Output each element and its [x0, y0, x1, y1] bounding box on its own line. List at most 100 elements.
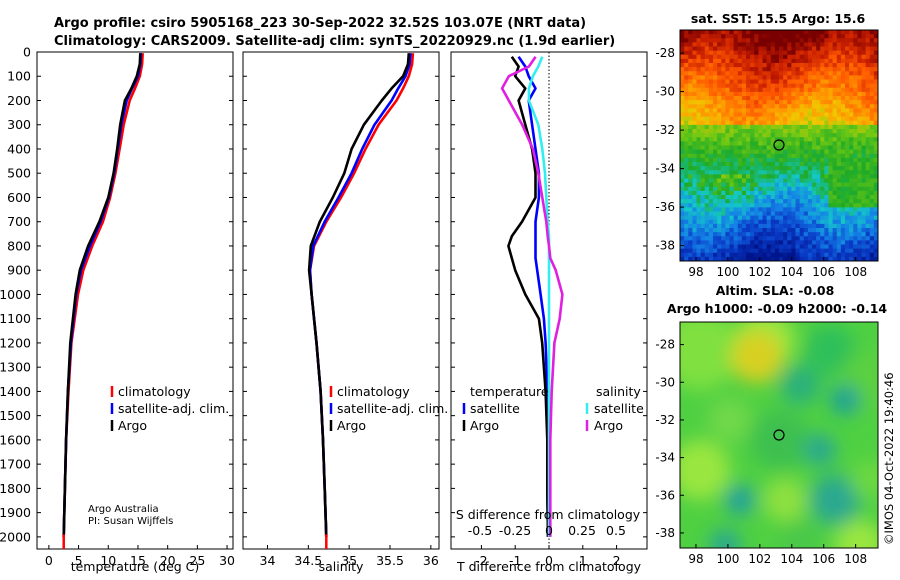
sst-cell — [754, 58, 759, 64]
temperature-x-ticks: 0 5 10 15 20 25 30 — [45, 545, 235, 568]
sst-cell — [873, 133, 879, 138]
sst-cell — [828, 108, 834, 113]
sst-cell — [795, 42, 801, 47]
sst-cell — [729, 137, 735, 142]
sst-cell — [762, 79, 768, 85]
sst-cell — [787, 67, 792, 72]
sla-anomaly-blob — [805, 325, 855, 375]
sst-cell — [853, 228, 858, 233]
sst-cell — [770, 100, 776, 105]
sst-cell — [853, 124, 858, 130]
sst-cell — [828, 170, 834, 175]
sst-cell — [820, 182, 825, 188]
sst-cell — [746, 186, 751, 192]
sst-cell — [795, 248, 801, 254]
sst-cell — [803, 137, 809, 142]
sst-cell — [787, 108, 792, 113]
sst-cell — [692, 186, 697, 192]
sst-cell — [791, 170, 796, 175]
sst-cell — [729, 30, 735, 35]
sst-cell — [865, 129, 871, 134]
sst-cell — [746, 96, 751, 101]
sst-cell — [754, 211, 759, 217]
sst-cell — [717, 219, 722, 225]
sst-cell — [733, 71, 739, 76]
sst-cell — [791, 145, 796, 151]
sst-cell — [869, 178, 875, 184]
sst-cell — [873, 153, 879, 159]
sst-cell — [746, 203, 751, 208]
sst-cell — [857, 170, 862, 175]
sst-cell — [807, 79, 813, 85]
sst-cell — [721, 153, 726, 159]
sst-cell — [783, 219, 788, 225]
sst-cell — [853, 63, 858, 68]
sst-cell — [733, 170, 739, 175]
sst-cell — [737, 174, 743, 179]
sst-cell — [721, 182, 726, 188]
sst-cell — [746, 129, 751, 134]
sst-cell — [836, 87, 842, 93]
sst-cell — [750, 153, 755, 159]
sst-cell — [783, 153, 788, 159]
sst-cell — [869, 157, 875, 163]
sst-cell — [840, 75, 846, 80]
sst-cell — [750, 63, 755, 68]
sst-cell — [857, 190, 862, 196]
sst-cell — [816, 236, 821, 241]
sst-cell — [704, 252, 710, 258]
series-line-temperature-satellite — [517, 56, 550, 537]
legend-label-s-argo: Argo — [594, 418, 623, 433]
sst-cell — [692, 54, 697, 60]
sst-cell — [733, 162, 739, 167]
sst-cell — [762, 219, 768, 225]
sst-cell — [708, 190, 714, 196]
sst-cell — [857, 30, 862, 35]
sst-cell — [766, 157, 772, 163]
sst-cell — [766, 54, 772, 60]
sst-cell — [861, 244, 867, 250]
sst-cell — [733, 96, 739, 101]
sst-cell — [733, 124, 739, 130]
sst-cell — [873, 34, 879, 39]
sst-cell — [865, 137, 871, 142]
sst-cell — [729, 145, 735, 151]
sst-cell — [725, 129, 730, 134]
sst-cell — [713, 83, 718, 89]
sst-cell — [704, 223, 710, 229]
sst-cell — [741, 228, 747, 233]
sst-cell — [758, 228, 763, 233]
sst-cell — [737, 112, 743, 118]
sst-cell — [812, 190, 817, 196]
sst-cell — [688, 108, 693, 113]
sst-cell — [713, 174, 718, 179]
sst-cell — [729, 153, 735, 159]
sst-cell — [803, 120, 809, 126]
sst-cell — [700, 199, 706, 204]
sst-cell — [721, 244, 726, 250]
sst-cell — [762, 157, 768, 163]
sst-cell — [779, 63, 784, 68]
sst-cell — [820, 116, 825, 122]
sst-cell — [704, 58, 710, 64]
sst-cell — [741, 112, 747, 118]
sst-cell — [832, 50, 838, 56]
sst-cell — [869, 54, 875, 60]
salinity-series — [307, 53, 415, 549]
sst-cell — [787, 141, 792, 146]
t-difference-xlabel: T difference from climatology — [456, 559, 642, 574]
sst-cell — [845, 42, 850, 47]
sst-cell — [725, 137, 730, 142]
sst-cell — [713, 207, 718, 212]
sst-cell — [816, 228, 821, 233]
sst-cell — [725, 91, 730, 97]
legend-label-argo: Argo — [337, 418, 366, 433]
sst-cell — [779, 116, 784, 122]
sst-cell — [873, 199, 879, 204]
sst-cell — [704, 46, 710, 52]
sst-cell — [845, 215, 850, 221]
sst-cell — [795, 207, 801, 212]
sst-cell — [869, 215, 875, 221]
sst-cell — [795, 153, 801, 159]
sst-cell — [795, 215, 801, 221]
